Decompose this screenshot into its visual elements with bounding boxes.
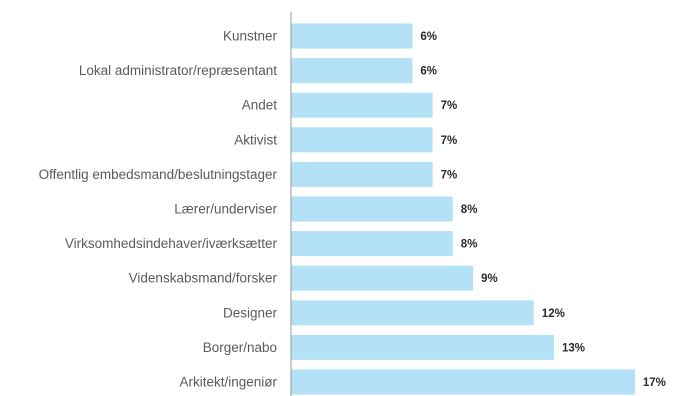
value-label: 7% [441, 100, 458, 112]
bar [291, 161, 433, 187]
bar [291, 127, 433, 153]
category-label: Videnskabsmand/forsker [129, 271, 278, 286]
bar [291, 92, 433, 118]
bar [291, 265, 474, 291]
category-label: Offentlig embedsmand/beslutningstager [39, 167, 278, 182]
value-label: 8% [461, 204, 478, 216]
value-label: 6% [420, 66, 437, 78]
category-label: Kunstner [223, 29, 278, 44]
value-label: 17% [643, 377, 666, 389]
category-label: Arkitekt/ingeniør [179, 375, 277, 390]
category-label: Designer [223, 305, 278, 320]
category-label: Andet [242, 98, 278, 113]
bar [291, 23, 413, 49]
value-label: 9% [481, 273, 498, 285]
bar [291, 334, 554, 360]
category-label: Aktivist [234, 132, 277, 147]
category-label: Borger/nabo [203, 340, 277, 355]
bar [291, 369, 635, 395]
category-label: Lærer/underviser [174, 202, 277, 217]
value-label: 13% [562, 342, 585, 354]
bar [291, 231, 453, 257]
value-label: 7% [441, 135, 458, 147]
value-label: 7% [441, 169, 458, 181]
category-label: Lokal administrator/repræsentant [79, 63, 277, 78]
value-label: 6% [420, 31, 437, 43]
bar [291, 300, 534, 326]
bar [291, 196, 453, 222]
category-label: Virksomhedsindehaver/iværksætter [65, 236, 278, 251]
bar [291, 58, 413, 84]
value-label: 8% [461, 239, 478, 251]
value-label: 12% [542, 308, 565, 320]
